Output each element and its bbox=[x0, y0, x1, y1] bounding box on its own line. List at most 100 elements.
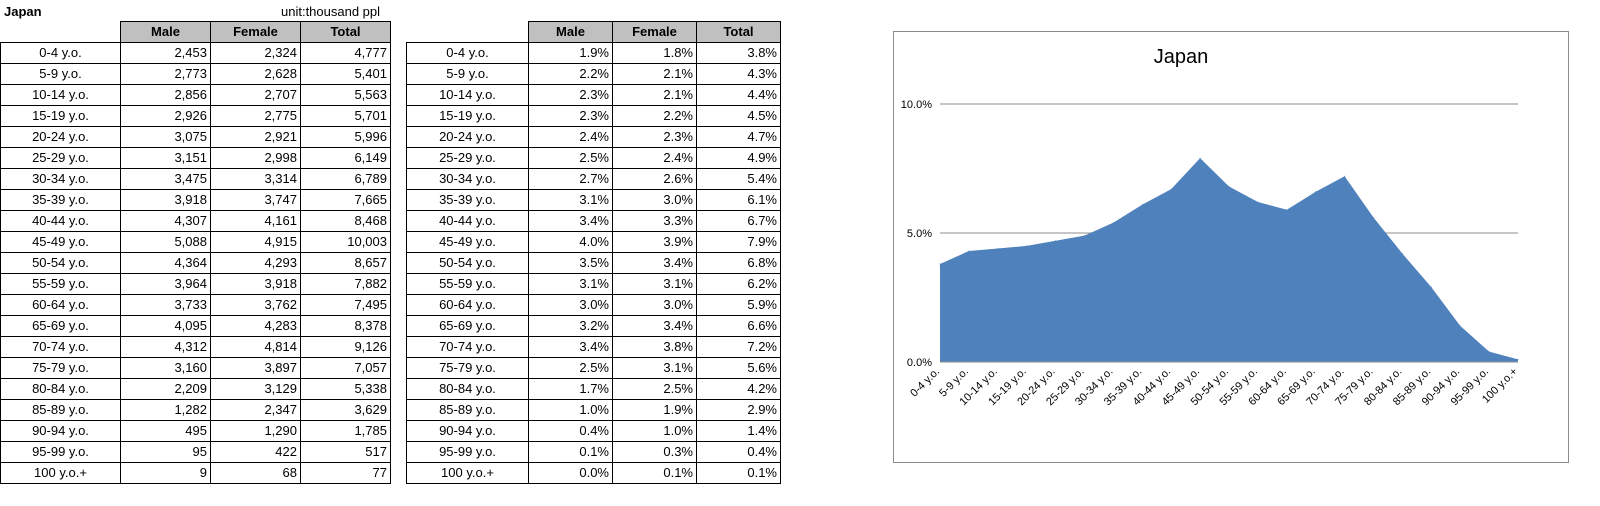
table-row: 40-44 y.o. 3.4% 3.3% 6.7% bbox=[406, 210, 781, 232]
table-row: 20-24 y.o. 2.4% 2.3% 4.7% bbox=[406, 126, 781, 148]
total-cell: 5.4% bbox=[696, 168, 781, 190]
male-cell: 4.0% bbox=[528, 231, 613, 253]
y-tick-label: 0.0% bbox=[907, 357, 932, 369]
table-row: 100 y.o.+ 9 68 77 bbox=[0, 462, 391, 484]
age-cell: 65-69 y.o. bbox=[406, 315, 529, 337]
age-cell: 95-99 y.o. bbox=[406, 441, 529, 463]
total-cell: 5,563 bbox=[300, 84, 391, 106]
age-cell: 55-59 y.o. bbox=[0, 273, 121, 295]
female-cell: 3.1% bbox=[612, 357, 697, 379]
total-cell: 4.3% bbox=[696, 63, 781, 85]
table-row: 80-84 y.o. 2,209 3,129 5,338 bbox=[0, 378, 391, 400]
age-cell: 75-79 y.o. bbox=[406, 357, 529, 379]
male-cell: 5,088 bbox=[120, 231, 211, 253]
male-cell: 2.4% bbox=[528, 126, 613, 148]
male-cell: 2.5% bbox=[528, 357, 613, 379]
male-cell: 3,160 bbox=[120, 357, 211, 379]
male-cell: 4,307 bbox=[120, 210, 211, 232]
male-cell: 3,918 bbox=[120, 189, 211, 211]
female-cell: 3.9% bbox=[612, 231, 697, 253]
table-row: 50-54 y.o. 4,364 4,293 8,657 bbox=[0, 252, 391, 274]
male-cell: 4,364 bbox=[120, 252, 211, 274]
total-cell: 0.4% bbox=[696, 441, 781, 463]
total-cell: 9,126 bbox=[300, 336, 391, 358]
table-row: 0-4 y.o. 1.9% 1.8% 3.8% bbox=[406, 42, 781, 64]
table-row: 0-4 y.o. 2,453 2,324 4,777 bbox=[0, 42, 391, 64]
male-cell: 1.9% bbox=[528, 42, 613, 64]
total-cell: 3,629 bbox=[300, 399, 391, 421]
x-tick-label: 0-4 y.o. bbox=[908, 366, 942, 400]
age-cell: 5-9 y.o. bbox=[0, 63, 121, 85]
female-cell: 68 bbox=[210, 462, 301, 484]
age-cell: 40-44 y.o. bbox=[406, 210, 529, 232]
table-row: 65-69 y.o. 3.2% 3.4% 6.6% bbox=[406, 315, 781, 337]
female-cell: 4,283 bbox=[210, 315, 301, 337]
female-cell: 2.1% bbox=[612, 84, 697, 106]
table-row: 90-94 y.o. 495 1,290 1,785 bbox=[0, 420, 391, 442]
col-header-male: Male bbox=[120, 21, 211, 43]
female-cell: 2.5% bbox=[612, 378, 697, 400]
total-cell: 77 bbox=[300, 462, 391, 484]
male-cell: 495 bbox=[120, 420, 211, 442]
total-cell: 1,785 bbox=[300, 420, 391, 442]
table-row: 5-9 y.o. 2,773 2,628 5,401 bbox=[0, 63, 391, 85]
col-header-total: Total bbox=[300, 21, 391, 43]
male-cell: 3,475 bbox=[120, 168, 211, 190]
total-cell: 7,665 bbox=[300, 189, 391, 211]
total-cell: 6.7% bbox=[696, 210, 781, 232]
female-cell: 3,897 bbox=[210, 357, 301, 379]
age-cell: 30-34 y.o. bbox=[0, 168, 121, 190]
total-cell: 517 bbox=[300, 441, 391, 463]
age-cell: 70-74 y.o. bbox=[0, 336, 121, 358]
data-point bbox=[1430, 286, 1432, 288]
area-series-total bbox=[940, 158, 1518, 362]
age-cell: 50-54 y.o. bbox=[0, 252, 121, 274]
table-row: 30-34 y.o. 3,475 3,314 6,789 bbox=[0, 168, 391, 190]
table-row: 35-39 y.o. 3,918 3,747 7,665 bbox=[0, 189, 391, 211]
table-row: 60-64 y.o. 3.0% 3.0% 5.9% bbox=[406, 294, 781, 316]
male-cell: 2.7% bbox=[528, 168, 613, 190]
table-row: 50-54 y.o. 3.5% 3.4% 6.8% bbox=[406, 252, 781, 274]
age-cell: 40-44 y.o. bbox=[0, 210, 121, 232]
total-cell: 4.4% bbox=[696, 84, 781, 106]
data-point bbox=[1055, 240, 1057, 242]
female-cell: 3,747 bbox=[210, 189, 301, 211]
male-cell: 3.4% bbox=[528, 210, 613, 232]
data-point bbox=[1257, 201, 1259, 203]
table-row: 10-14 y.o. 2.3% 2.1% 4.4% bbox=[406, 84, 781, 106]
male-cell: 2,209 bbox=[120, 378, 211, 400]
male-cell: 3.5% bbox=[528, 252, 613, 274]
total-cell: 5,701 bbox=[300, 105, 391, 127]
female-cell: 0.3% bbox=[612, 441, 697, 463]
data-point bbox=[1459, 325, 1461, 327]
female-cell: 1.8% bbox=[612, 42, 697, 64]
male-cell: 2.5% bbox=[528, 147, 613, 169]
female-cell: 3.0% bbox=[612, 189, 697, 211]
age-cell: 65-69 y.o. bbox=[0, 315, 121, 337]
female-cell: 3.0% bbox=[612, 294, 697, 316]
table-row: 85-89 y.o. 1.0% 1.9% 2.9% bbox=[406, 399, 781, 421]
total-cell: 4.7% bbox=[696, 126, 781, 148]
age-cell: 15-19 y.o. bbox=[406, 105, 529, 127]
data-point bbox=[1141, 204, 1143, 206]
age-cell: 60-64 y.o. bbox=[406, 294, 529, 316]
female-cell: 2.3% bbox=[612, 126, 697, 148]
female-cell: 1.9% bbox=[612, 399, 697, 421]
female-cell: 2.1% bbox=[612, 63, 697, 85]
male-cell: 3,964 bbox=[120, 273, 211, 295]
female-cell: 2,921 bbox=[210, 126, 301, 148]
male-cell: 3,075 bbox=[120, 126, 211, 148]
male-cell: 0.0% bbox=[528, 462, 613, 484]
age-cell: 30-34 y.o. bbox=[406, 168, 529, 190]
age-cell: 50-54 y.o. bbox=[406, 252, 529, 274]
age-cell: 60-64 y.o. bbox=[0, 294, 121, 316]
male-cell: 2,453 bbox=[120, 42, 211, 64]
male-cell: 2.2% bbox=[528, 63, 613, 85]
table-row: 75-79 y.o. 2.5% 3.1% 5.6% bbox=[406, 357, 781, 379]
table-row: 75-79 y.o. 3,160 3,897 7,057 bbox=[0, 357, 391, 379]
table-header-row: Male Female Total bbox=[407, 21, 781, 43]
male-cell: 4,312 bbox=[120, 336, 211, 358]
data-point bbox=[1344, 175, 1346, 177]
age-cell: 0-4 y.o. bbox=[406, 42, 529, 64]
table-row: 45-49 y.o. 4.0% 3.9% 7.9% bbox=[406, 231, 781, 253]
